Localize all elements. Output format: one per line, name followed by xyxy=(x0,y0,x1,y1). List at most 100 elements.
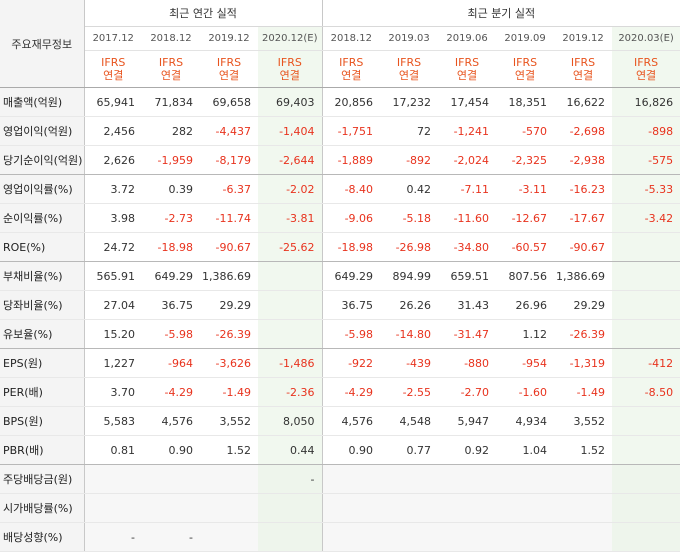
value-cell: 1.12 xyxy=(496,319,555,349)
value-cell: -5.18 xyxy=(380,203,439,233)
value-cell: 0.39 xyxy=(142,174,200,204)
value-cell: -954 xyxy=(496,348,555,378)
accounting-basis: IFRS 연결 xyxy=(322,50,381,88)
accounting-basis: IFRS 연결 xyxy=(84,50,142,88)
accounting-basis: IFRS 연결 xyxy=(554,50,613,88)
value-cell xyxy=(496,493,555,523)
value-cell: 71,834 xyxy=(142,87,200,117)
period-header: 2018.12 xyxy=(322,26,381,51)
value-cell xyxy=(496,464,555,494)
value-cell: -2.70 xyxy=(438,377,497,407)
value-cell xyxy=(200,522,258,552)
value-cell: 31.43 xyxy=(438,290,497,320)
value-cell xyxy=(612,464,681,494)
period-header: 2018.12 xyxy=(142,26,200,51)
value-cell: 24.72 xyxy=(84,232,142,262)
corner-label: 주요재무정보 xyxy=(0,0,85,88)
value-cell: -8.40 xyxy=(322,174,381,204)
value-cell: -2.73 xyxy=(142,203,200,233)
value-cell: -2.36 xyxy=(258,377,323,407)
ifrs-label: IFRS xyxy=(454,56,480,69)
table-row: 순이익률(%) 3.98 -2.73 -11.74 -3.81 -9.06 -5.18 -11… xyxy=(0,203,681,233)
accounting-basis: IFRS 연결 xyxy=(496,50,555,88)
consolidated-label: 연결 xyxy=(456,69,478,82)
value-cell xyxy=(612,435,681,465)
value-cell: -1.49 xyxy=(200,377,258,407)
value-cell xyxy=(612,406,681,436)
value-cell: 0.90 xyxy=(142,435,200,465)
value-cell: -4.29 xyxy=(322,377,381,407)
value-cell: 3,552 xyxy=(554,406,613,436)
value-cell: -5.98 xyxy=(142,319,200,349)
row-label: 유보율(%) xyxy=(0,319,85,349)
ifrs-label: IFRS xyxy=(570,56,596,69)
value-cell: 4,576 xyxy=(142,406,200,436)
accounting-basis: IFRS 연결 xyxy=(438,50,497,88)
ifrs-label: IFRS xyxy=(158,56,184,69)
value-cell: 5,947 xyxy=(438,406,497,436)
value-cell xyxy=(554,464,613,494)
period-header: 2019.12 xyxy=(554,26,613,51)
value-cell xyxy=(496,522,555,552)
table-row: 주당배당금(원) - xyxy=(0,464,681,494)
value-cell: 1.04 xyxy=(496,435,555,465)
row-label: BPS(원) xyxy=(0,406,85,436)
value-cell: -26.39 xyxy=(200,319,258,349)
row-label: PBR(배) xyxy=(0,435,85,465)
value-cell: -2.02 xyxy=(258,174,323,204)
value-cell: -2,325 xyxy=(496,145,555,175)
ifrs-label: IFRS xyxy=(633,56,659,69)
value-cell: 0.44 xyxy=(258,435,323,465)
consolidated-label: 연결 xyxy=(218,69,240,82)
value-cell: -16.23 xyxy=(554,174,613,204)
value-cell: 3.98 xyxy=(84,203,142,233)
value-cell: -880 xyxy=(438,348,497,378)
value-cell: 69,658 xyxy=(200,87,258,117)
value-cell: -898 xyxy=(612,116,681,146)
value-cell: 29.29 xyxy=(554,290,613,320)
value-cell: -8,179 xyxy=(200,145,258,175)
value-cell xyxy=(380,464,439,494)
value-cell: - xyxy=(258,464,323,494)
value-cell: -1,404 xyxy=(258,116,323,146)
value-cell: 8,050 xyxy=(258,406,323,436)
value-cell: 3.72 xyxy=(84,174,142,204)
table-row: 영업이익(억원) 2,456 282 -4,437 -1,404 -1,751 72 -1,2… xyxy=(0,116,681,146)
value-cell: 18,351 xyxy=(496,87,555,117)
period-header: 2019.06 xyxy=(438,26,497,51)
value-cell: -26.39 xyxy=(554,319,613,349)
value-cell: 1.52 xyxy=(200,435,258,465)
consolidated-label: 연결 xyxy=(635,69,657,82)
value-cell: -3.42 xyxy=(612,203,681,233)
value-cell xyxy=(322,493,381,523)
value-cell xyxy=(84,464,142,494)
value-cell: 16,826 xyxy=(612,87,681,117)
value-cell: -90.67 xyxy=(200,232,258,262)
value-cell: -922 xyxy=(322,348,381,378)
value-cell: -18.98 xyxy=(322,232,381,262)
value-cell: 4,934 xyxy=(496,406,555,436)
row-label: ROE(%) xyxy=(0,232,85,262)
value-cell: -14.80 xyxy=(380,319,439,349)
value-cell: -1,486 xyxy=(258,348,323,378)
value-cell xyxy=(554,522,613,552)
quarter-title: 최근 분기 실적 xyxy=(322,0,681,27)
row-label: 시가배당률(%) xyxy=(0,493,85,523)
table-row: PBR(배) 0.81 0.90 1.52 0.44 0.90 0.77 0.92 1.04 1.… xyxy=(0,435,681,465)
value-cell: -3.81 xyxy=(258,203,323,233)
ifrs-label: IFRS xyxy=(101,56,126,69)
row-label: 매출액(억원) xyxy=(0,87,85,117)
row-label: 영업이익률(%) xyxy=(0,174,85,204)
value-cell: 26.96 xyxy=(496,290,555,320)
consolidated-label: 연결 xyxy=(103,69,124,82)
period-header: 2020.12(E) xyxy=(258,26,323,51)
row-label: 배당성향(%) xyxy=(0,522,85,552)
value-cell: 3,552 xyxy=(200,406,258,436)
consolidated-label: 연결 xyxy=(160,69,182,82)
value-cell: -570 xyxy=(496,116,555,146)
value-cell: 0.42 xyxy=(380,174,439,204)
table-row: 매출액(억원) 65,941 71,834 69,658 69,403 20,856 17,… xyxy=(0,87,681,117)
value-cell: -34.80 xyxy=(438,232,497,262)
ifrs-label: IFRS xyxy=(396,56,422,69)
table-row: BPS(원) 5,583 4,576 3,552 8,050 4,576 4,548 5,94… xyxy=(0,406,681,436)
